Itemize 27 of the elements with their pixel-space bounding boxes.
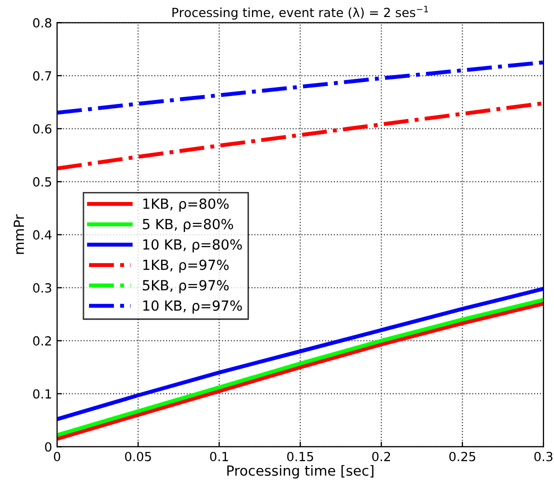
y-tick-label: 0.7 (33, 71, 52, 81)
x-tick-label: 0 (54, 452, 60, 462)
y-tick-label: 0.8 (33, 18, 52, 28)
legend-label: 1KB, ρ=80% (143, 198, 229, 212)
line-series (57, 60, 544, 115)
x-tick-label: 0.15 (287, 452, 314, 462)
legend-label: 1KB, ρ=97% (143, 260, 229, 273)
y-axis-title: mmPr (14, 214, 24, 254)
y-tick-label: 0.5 (33, 177, 52, 187)
legend-label: 10 KB, ρ=80% (143, 239, 242, 252)
line-series (57, 101, 544, 170)
legend-label: 5 KB, ρ=80% (142, 218, 234, 232)
y-tick-label: 0.2 (33, 336, 51, 346)
chart-title: Processing time, event rate (λ) = 2 ses$^{−1}$ (172, 6, 428, 20)
x-axis-title: Processing time [sec] (227, 465, 374, 479)
y-tick-label: 0 (45, 442, 52, 452)
x-tick-label: 0.1 (210, 452, 228, 462)
legend-label: 5KB, ρ=97% (142, 280, 229, 294)
y-tick-label: 0.3 (33, 283, 52, 293)
x-tick-label: 0.3 (534, 452, 552, 462)
x-tick-label: 0.25 (449, 452, 476, 462)
x-tick-label: 0.2 (372, 452, 390, 462)
y-tick-label: 0.1 (33, 389, 52, 399)
legend-label: 10 KB, ρ=97% (143, 300, 242, 314)
y-tick-label: 0.4 (33, 230, 52, 240)
x-tick-label: 0.05 (125, 452, 151, 462)
y-tick-label: 0.6 (33, 124, 52, 134)
